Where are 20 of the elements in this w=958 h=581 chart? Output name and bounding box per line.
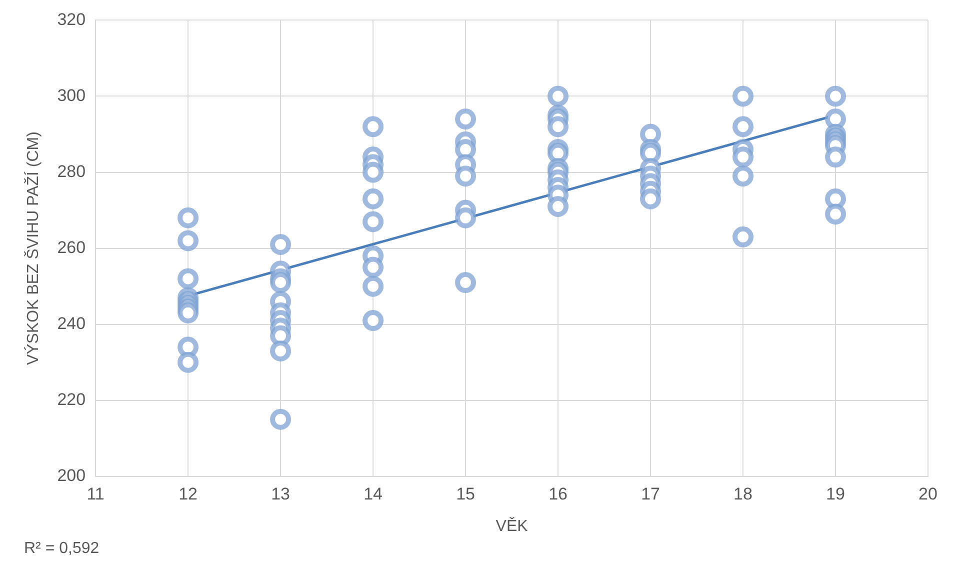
- text: R² = 0,592: [24, 540, 100, 558]
- x-tick-label: 11: [86, 484, 104, 504]
- x-tick-label: 20: [918, 484, 938, 504]
- x-tick-label: 16: [548, 484, 568, 504]
- x-tick-label: 14: [364, 484, 383, 504]
- y-tick-label: 260: [57, 238, 86, 257]
- y-tick-label: 220: [57, 390, 86, 410]
- y-tick-label: 280: [57, 162, 86, 181]
- x-tick-label: 17: [641, 484, 660, 504]
- y-tick-label: 320: [57, 10, 86, 29]
- x-tick-label: 18: [734, 484, 752, 504]
- x-tick-label: 13: [271, 484, 290, 504]
- x-axis-title: VĚK: [496, 516, 528, 535]
- y-tick-label: 240: [57, 314, 86, 334]
- y-axis-title: VÝSKOK BEZ ŠVIHU PAŽÍ (CM): [24, 132, 42, 366]
- x-tick-label: 19: [826, 484, 845, 504]
- x-tick-label: 15: [456, 484, 475, 504]
- y-tick-label: 200: [57, 466, 86, 486]
- y-tick-label: 300: [57, 86, 86, 105]
- x-tick-label: 12: [178, 484, 198, 504]
